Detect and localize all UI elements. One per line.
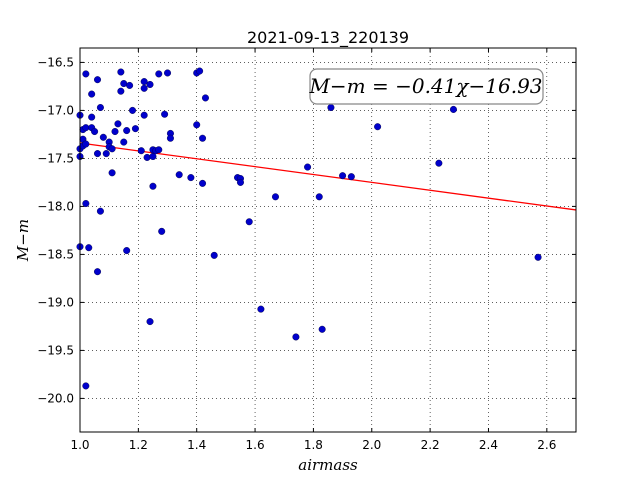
x-tick-label: 2.0	[362, 438, 381, 452]
data-point	[94, 76, 102, 84]
y-tick-label: −18.5	[37, 247, 74, 261]
data-point	[137, 147, 145, 155]
data-point	[175, 171, 183, 179]
data-point	[88, 113, 96, 121]
data-point	[123, 247, 131, 255]
y-tick-label: −19.5	[37, 343, 74, 357]
data-point	[199, 134, 207, 142]
data-point	[108, 169, 116, 177]
data-point	[120, 138, 128, 146]
y-tick-label: −17.5	[37, 151, 74, 165]
data-point	[96, 104, 104, 112]
data-point	[123, 127, 131, 135]
data-point	[196, 67, 204, 75]
data-point	[94, 268, 102, 276]
x-axis-ticks: 1.0 1.2 1.4 1.6 1.8 2.0 2.2 2.4 2.6	[70, 48, 556, 452]
data-point	[374, 123, 382, 131]
data-point	[155, 70, 163, 78]
data-point	[339, 172, 347, 180]
data-point	[143, 153, 151, 161]
data-point	[534, 253, 542, 261]
data-point	[149, 182, 157, 190]
data-point	[318, 325, 326, 333]
data-point	[82, 382, 90, 390]
x-tick-label: 1.2	[129, 438, 148, 452]
data-point	[114, 120, 122, 128]
x-tick-label: 2.6	[537, 438, 556, 452]
data-point	[257, 305, 265, 313]
data-point	[91, 128, 99, 136]
data-point	[193, 121, 201, 129]
data-point	[129, 106, 137, 114]
data-point	[164, 69, 172, 77]
data-point	[236, 178, 244, 186]
grid-lines	[79, 48, 576, 432]
x-tick-label: 1.0	[70, 438, 89, 452]
data-point	[111, 128, 119, 136]
y-tick-label: −19.0	[37, 295, 74, 309]
x-tick-label: 1.6	[246, 438, 265, 452]
data-point	[449, 105, 457, 113]
data-point	[140, 84, 148, 92]
data-point	[149, 152, 157, 160]
x-axis-label: airmass	[298, 456, 358, 474]
fit-line-group	[79, 142, 577, 211]
data-points	[76, 67, 542, 390]
data-point	[120, 80, 128, 88]
data-point	[117, 68, 125, 76]
data-point	[140, 111, 148, 119]
data-point	[88, 90, 96, 98]
y-tick-label: −20.0	[37, 391, 74, 405]
data-point	[245, 218, 253, 226]
data-point	[155, 146, 163, 154]
data-point	[94, 150, 102, 158]
data-point	[96, 207, 104, 215]
data-point	[158, 227, 166, 235]
data-point	[201, 94, 209, 102]
data-point	[292, 333, 300, 341]
data-point	[271, 193, 279, 201]
data-point	[131, 125, 139, 133]
fit-equation-box: M−m = −0.41χ−16.93	[308, 68, 544, 105]
data-point	[140, 78, 148, 86]
data-point	[108, 145, 116, 153]
chart-title: 2021-09-13_220139	[247, 28, 409, 48]
y-axis-ticks: −16.5 −17.0 −17.5 −18.0 −18.5 −19.0 −19.5 −20.0	[37, 55, 576, 405]
x-tick-label: 2.4	[479, 438, 498, 452]
y-axis-label: M−m	[14, 219, 32, 262]
data-point	[327, 104, 335, 112]
x-tick-label: 1.4	[187, 438, 206, 452]
data-point	[146, 80, 154, 88]
data-point	[82, 140, 90, 148]
data-point	[161, 110, 169, 118]
data-point	[304, 163, 312, 171]
data-point	[166, 134, 174, 142]
data-point	[199, 179, 207, 187]
x-tick-label: 2.2	[421, 438, 440, 452]
data-point	[315, 193, 323, 201]
data-point	[102, 150, 110, 158]
y-tick-label: −18.0	[37, 199, 74, 213]
data-point	[435, 159, 443, 167]
y-tick-label: −17.0	[37, 103, 74, 117]
fit-line	[79, 142, 577, 211]
y-tick-label: −16.5	[37, 55, 74, 69]
data-point	[347, 173, 355, 181]
x-tick-label: 1.8	[304, 438, 323, 452]
data-point	[117, 87, 125, 95]
fit-equation-text: M−m = −0.41χ−16.93	[308, 74, 542, 98]
fit-equation-frame	[309, 68, 544, 105]
data-point	[82, 124, 90, 132]
data-point	[187, 174, 195, 182]
data-point	[210, 251, 218, 259]
data-point	[85, 244, 93, 252]
data-point	[146, 318, 154, 326]
data-point	[126, 81, 134, 89]
data-point	[99, 133, 107, 141]
data-point	[82, 200, 90, 208]
plot-frame	[79, 47, 577, 433]
data-point	[82, 70, 90, 78]
